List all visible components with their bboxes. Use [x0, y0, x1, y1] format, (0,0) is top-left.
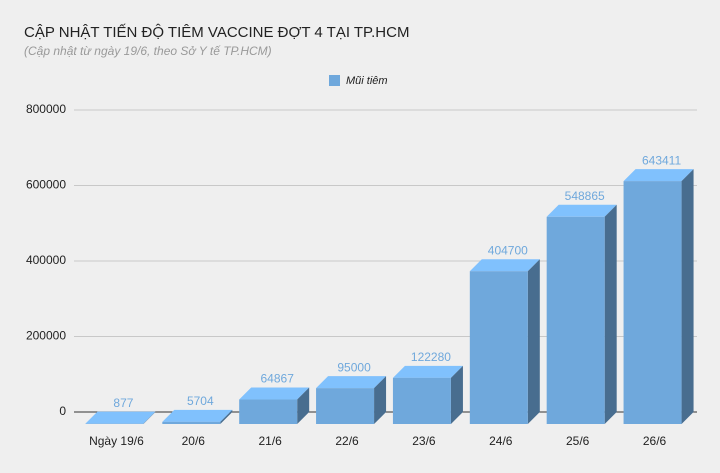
bar-top [85, 411, 156, 424]
bar-front [162, 421, 221, 424]
legend-label: Mũi tiêm [346, 75, 388, 87]
bar-side [450, 365, 463, 424]
bar-top [316, 376, 387, 389]
bar [162, 409, 233, 424]
bar [85, 411, 156, 424]
data-label: 95000 [337, 360, 371, 374]
bar-side [220, 409, 233, 424]
data-label: 643411 [642, 153, 681, 167]
bar-side [681, 169, 694, 424]
data-label: 548865 [565, 189, 605, 203]
bar [239, 387, 310, 424]
x-tick-label: 22/6 [335, 434, 359, 448]
bar-top [392, 365, 463, 378]
bar-front [316, 388, 375, 424]
y-tick-label: 600000 [26, 178, 66, 192]
x-tick-label: 25/6 [566, 434, 590, 448]
y-tick-label: 0 [59, 404, 66, 418]
chart-subtitle: (Cập nhật từ ngày 19/6, theo Sở Y tế TP.… [24, 44, 272, 58]
x-tick-label: 20/6 [182, 434, 206, 448]
bar-top [623, 169, 694, 182]
bar-front [469, 271, 528, 424]
bar [469, 259, 540, 424]
bar [623, 169, 694, 424]
legend-swatch [329, 75, 340, 86]
data-label: 5704 [187, 394, 214, 408]
chart-title: CẬP NHẬT TIẾN ĐỘ TIÊM VACCINE ĐỢT 4 TẠI … [24, 24, 409, 41]
bar-top [162, 409, 233, 422]
y-tick-label: 400000 [26, 253, 66, 267]
data-label: 404700 [488, 243, 528, 257]
bar-front [623, 181, 682, 424]
bar-front [392, 377, 451, 424]
bar-front [546, 216, 605, 424]
bar [546, 204, 617, 424]
x-tick-label: 24/6 [489, 434, 513, 448]
bar-top [469, 259, 540, 272]
bar-side [604, 204, 617, 424]
x-tick-label: Ngày 19/6 [89, 434, 144, 448]
bar-top [546, 204, 617, 217]
data-label: 122280 [411, 350, 451, 364]
y-tick-label: 800000 [26, 102, 66, 116]
x-tick-label: 21/6 [259, 434, 283, 448]
bar-side [143, 411, 156, 424]
bar [392, 365, 463, 424]
bar-front [239, 399, 298, 424]
data-label: 877 [113, 396, 133, 410]
x-tick-label: 26/6 [643, 434, 667, 448]
bar [316, 376, 387, 424]
data-label: 64867 [261, 372, 295, 386]
bar-top [239, 387, 310, 400]
bar-side [374, 376, 387, 424]
y-tick-label: 200000 [26, 329, 66, 343]
bar-side [527, 259, 540, 424]
x-tick-label: 23/6 [412, 434, 436, 448]
bar-side [297, 387, 310, 424]
